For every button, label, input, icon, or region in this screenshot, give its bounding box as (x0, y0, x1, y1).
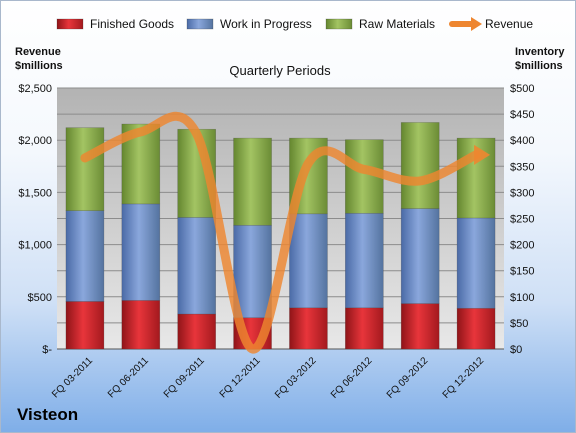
right-tick-label: $0 (510, 344, 522, 356)
bar-work-in-progress (345, 212, 384, 309)
chart-title: Quarterly Periods (229, 63, 331, 78)
legend-swatch (186, 18, 214, 30)
legend-swatch-arrow (471, 17, 482, 31)
x-tick-label: FQ 06-2011 (106, 355, 151, 400)
right-axis-title-line1: Inventory (515, 46, 565, 58)
bars (65, 122, 496, 350)
bar-finished-goods (121, 300, 161, 350)
legend-label: Work in Progress (220, 17, 312, 31)
right-axis: $0 $50 $100 $150 $200 $250 $300 $350 $400 $450 $50… (510, 83, 534, 356)
left-tick-label: $- (42, 344, 52, 356)
right-tick-label: $350 (510, 161, 534, 173)
bar-finished-goods (65, 301, 105, 350)
right-tick-label: $400 (510, 135, 534, 147)
bar-work-in-progress (233, 224, 272, 318)
revenue-line (80, 111, 491, 354)
x-tick-label: FQ 03-2011 (50, 355, 95, 400)
left-tick-label: $2,000 (18, 135, 52, 147)
legend-swatch (325, 18, 353, 30)
x-tick-label: FQ 09-2011 (162, 355, 207, 400)
right-tick-label: $450 (510, 109, 534, 121)
bar-finished-goods (456, 307, 496, 350)
legend: Finished Goods Work in Progress Raw Materi… (56, 17, 533, 31)
bar-work-in-progress (456, 217, 496, 309)
x-tick-label: FQ 09-2012 (385, 355, 431, 401)
right-axis-title-line2: $millions (515, 60, 563, 72)
legend-label: Revenue (485, 17, 533, 31)
revenue-line-arrowhead (474, 144, 491, 165)
bar-work-in-progress (289, 213, 328, 309)
left-axis: $- $500 $1,000 $1,500 $2,000 $2,500 (18, 83, 52, 356)
right-tick-label: $500 (510, 83, 534, 95)
bar-work-in-progress (65, 210, 105, 302)
left-axis-title-line1: Revenue (15, 46, 61, 58)
right-tick-label: $300 (510, 187, 534, 199)
bar-work-in-progress (121, 203, 161, 301)
left-tick-label: $500 (28, 292, 52, 304)
legend-swatch (56, 18, 84, 30)
x-axis: FQ 03-2011 FQ 06-2011 FQ 09-2011 FQ 12-2011… (50, 355, 486, 401)
bar-raw-materials (65, 127, 105, 211)
bar-finished-goods (289, 307, 328, 350)
bar-finished-goods (177, 313, 216, 350)
right-tick-label: $150 (510, 266, 534, 278)
company-name: Visteon (17, 405, 79, 424)
left-tick-label: $1,500 (18, 187, 52, 199)
revenue-line-path (80, 111, 481, 354)
bar-work-in-progress (177, 217, 216, 315)
right-tick-label: $50 (510, 318, 528, 330)
x-tick-label: FQ 06-2012 (329, 355, 375, 401)
x-tick-label: FQ 03-2012 (273, 355, 319, 401)
left-axis-title-line2: $millions (15, 60, 63, 72)
bar-work-in-progress (400, 208, 440, 304)
right-tick-label: $100 (510, 292, 534, 304)
right-tick-label: $200 (510, 240, 534, 252)
right-tick-label: $250 (510, 214, 534, 226)
legend-label: Finished Goods (90, 17, 174, 31)
bar-finished-goods (400, 303, 440, 350)
legend-label: Raw Materials (359, 17, 435, 31)
bar-raw-materials (233, 137, 272, 226)
x-tick-label: FQ 12-2012 (441, 355, 487, 401)
x-tick-label: FQ 12-2011 (218, 355, 263, 400)
left-tick-label: $1,000 (18, 240, 52, 252)
bar-raw-materials (400, 122, 440, 209)
left-tick-label: $2,500 (18, 83, 52, 95)
bar-finished-goods (345, 307, 384, 350)
